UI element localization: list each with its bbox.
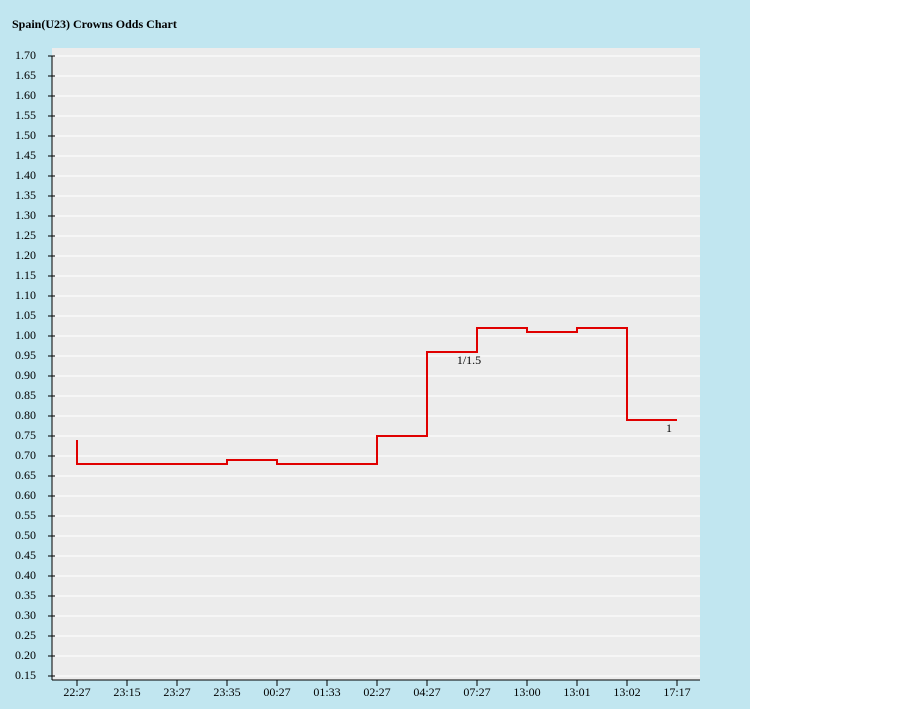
x-tick-label: 23:35	[213, 685, 240, 699]
y-tick-label: 0.20	[15, 648, 36, 662]
y-tick-label: 1.30	[15, 208, 36, 222]
x-tick-label: 23:15	[113, 685, 140, 699]
x-tick-label: 01:33	[313, 685, 340, 699]
y-tick-label: 1.05	[15, 308, 36, 322]
x-tick-label: 22:27	[63, 685, 90, 699]
y-tick-label: 0.90	[15, 368, 36, 382]
x-tick-label: 17:17	[663, 685, 690, 699]
y-tick-label: 0.70	[15, 448, 36, 462]
y-tick-label: 1.60	[15, 88, 36, 102]
x-tick-label: 04:27	[413, 685, 440, 699]
y-tick-label: 0.30	[15, 608, 36, 622]
annotation: 1/1.5	[457, 353, 481, 367]
x-tick-label: 00:27	[263, 685, 290, 699]
y-tick-label: 1.45	[15, 148, 36, 162]
y-tick-label: 0.25	[15, 628, 36, 642]
y-tick-label: 0.60	[15, 488, 36, 502]
x-tick-label: 02:27	[363, 685, 390, 699]
y-tick-label: 0.85	[15, 388, 36, 402]
x-tick-label: 13:01	[563, 685, 590, 699]
y-tick-label: 0.40	[15, 568, 36, 582]
y-tick-label: 1.25	[15, 228, 36, 242]
y-tick-label: 1.35	[15, 188, 36, 202]
x-tick-label: 13:02	[613, 685, 640, 699]
y-tick-label: 1.55	[15, 108, 36, 122]
y-tick-label: 0.15	[15, 668, 36, 682]
x-tick-label: 13:00	[513, 685, 540, 699]
y-tick-label: 0.35	[15, 588, 36, 602]
x-tick-label: 23:27	[163, 685, 190, 699]
odds-line	[76, 327, 677, 465]
annotation: 1	[666, 421, 672, 435]
y-tick-label: 0.55	[15, 508, 36, 522]
y-tick-label: 1.50	[15, 128, 36, 142]
y-tick-label: 1.20	[15, 248, 36, 262]
y-tick-label: 1.00	[15, 328, 36, 342]
y-tick-label: 1.15	[15, 268, 36, 282]
y-tick-label: 1.10	[15, 288, 36, 302]
y-tick-label: 1.70	[15, 48, 36, 62]
y-tick-label: 0.45	[15, 548, 36, 562]
y-tick-label: 1.65	[15, 68, 36, 82]
y-tick-label: 0.50	[15, 528, 36, 542]
y-tick-label: 0.65	[15, 468, 36, 482]
y-tick-label: 0.75	[15, 428, 36, 442]
y-tick-label: 0.80	[15, 408, 36, 422]
chart-title: Spain(U23) Crowns Odds Chart	[12, 17, 177, 31]
plot-area	[52, 48, 700, 680]
x-tick-label: 07:27	[463, 685, 490, 699]
y-tick-label: 0.95	[15, 348, 36, 362]
y-tick-label: 1.40	[15, 168, 36, 182]
